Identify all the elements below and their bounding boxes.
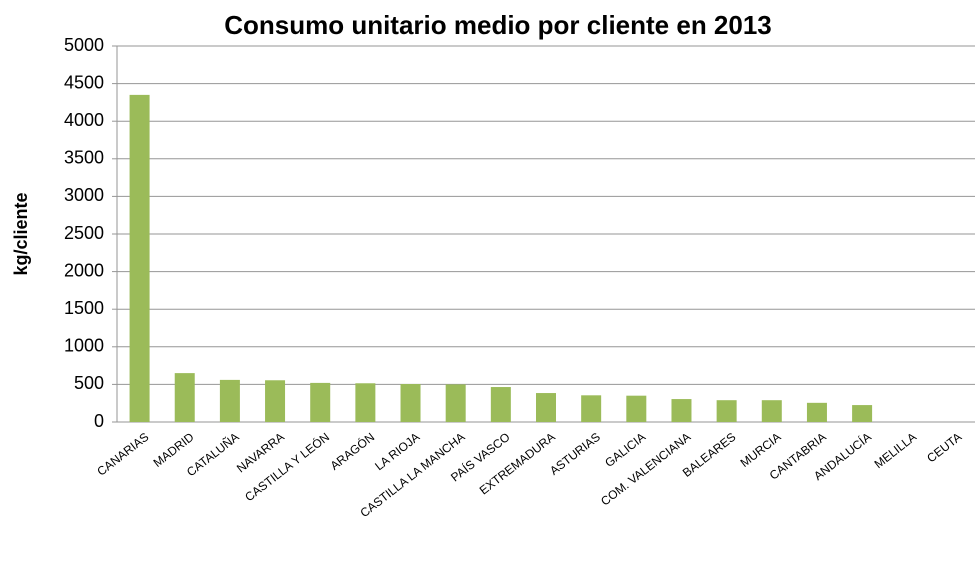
bar — [490, 387, 511, 422]
y-tick-label: 4000 — [64, 110, 104, 130]
y-tick-label: 5000 — [64, 35, 104, 55]
bar — [219, 379, 240, 422]
bar — [806, 402, 827, 422]
bar — [400, 384, 421, 422]
y-tick-label: 4500 — [64, 72, 104, 92]
x-tick-label: ARAGÓN — [327, 429, 377, 473]
y-tick-label: 3000 — [64, 185, 104, 205]
bar — [671, 399, 692, 422]
bar — [761, 400, 782, 422]
y-tick-label: 1500 — [64, 298, 104, 318]
bar — [174, 373, 195, 422]
bar — [626, 395, 647, 422]
bar — [445, 384, 466, 422]
bar — [716, 400, 737, 422]
y-tick-label: 0 — [94, 411, 104, 431]
x-tick-label: ASTURIAS — [547, 430, 603, 478]
bar — [129, 94, 150, 422]
bar — [310, 382, 331, 422]
y-tick-label: 500 — [74, 373, 104, 393]
x-tick-label: EXTREMADURA — [477, 430, 558, 498]
bar — [265, 380, 286, 422]
x-tick-label: MELILLA — [872, 430, 920, 471]
bar — [355, 383, 376, 422]
x-tick-label: CASTILLA Y LEÓN — [242, 429, 332, 504]
y-tick-label: 1000 — [64, 336, 104, 356]
bar — [536, 393, 556, 422]
bar — [581, 395, 602, 422]
y-tick-label: 2500 — [64, 223, 104, 243]
y-tick-label: 3500 — [64, 148, 104, 168]
x-tick-label: CANARIAS — [94, 430, 151, 479]
chart-title: Consumo unitario medio por cliente en 20… — [224, 10, 772, 40]
x-tick-label: CEUTA — [924, 430, 964, 466]
y-axis-label: kg/cliente — [11, 192, 31, 275]
bar — [852, 405, 873, 422]
y-tick-label: 2000 — [64, 260, 104, 280]
